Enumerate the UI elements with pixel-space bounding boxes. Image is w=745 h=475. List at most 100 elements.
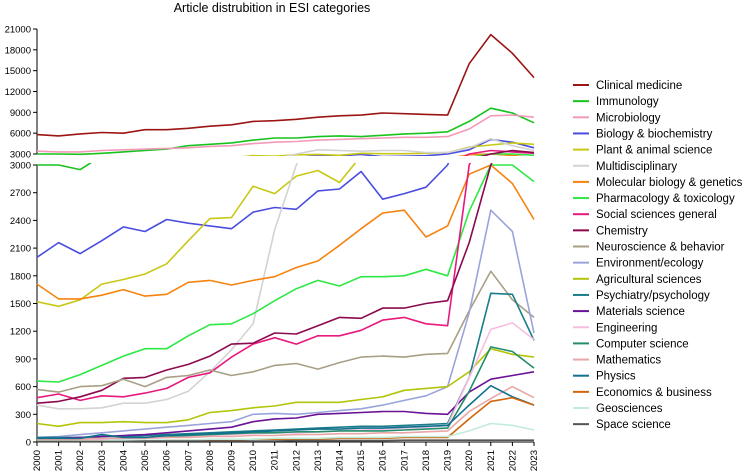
- x-tick-label: 2018: [421, 450, 432, 471]
- series-line-immunology-upper: [37, 107, 535, 156]
- series-line-environment-ecology-lower: [36, 209, 535, 439]
- x-tick-label: 2010: [248, 450, 259, 471]
- y-tick-label: 1200: [10, 327, 31, 338]
- y-tick-label: 3000: [10, 161, 31, 172]
- series-line-computer-science-upper: [37, 168, 534, 175]
- x-tick-label: 2021: [486, 450, 497, 471]
- series-line-agricultural-sciences-lower: [36, 347, 535, 428]
- legend-label-environment-ecology: Environment/ecology: [596, 258, 704, 270]
- x-tick-label: 2022: [507, 450, 518, 471]
- series-line-mathematics-upper: [37, 171, 534, 175]
- x-tick-label: 2007: [183, 450, 194, 471]
- series-line-environment-ecology-upper: [37, 157, 534, 174]
- series-line-psychiatry-psychology-upper: [37, 164, 534, 175]
- y-tick-label: 300: [15, 410, 31, 421]
- series-line-physics-lower: [37, 384, 535, 440]
- series-line-economics-business-upper: [37, 172, 534, 175]
- series-line-multidisciplinary-upper: [283, 137, 535, 156]
- series-line-agricultural-sciences-upper: [37, 168, 534, 174]
- series-line-social-sciences-general-lower: [36, 163, 472, 402]
- series-line-neuroscience-behavior-upper: [37, 162, 534, 171]
- x-tick-label: 2011: [270, 450, 281, 470]
- y-tick-label: 2400: [10, 216, 31, 227]
- y-tick-label: 3000: [10, 150, 31, 161]
- legend: Clinical medicine Immunology Microbiology B…: [573, 80, 743, 431]
- y-tick-label: 0: [26, 438, 31, 449]
- series-line-neuroscience-behavior-lower: [36, 270, 535, 393]
- series-line-mathematics-lower: [37, 385, 535, 441]
- x-tick-label: 2017: [399, 450, 410, 471]
- series-line-geosciences-lower: [37, 422, 535, 442]
- series-line-geosciences-upper: [37, 173, 534, 174]
- series-line-materials-science-upper: [37, 170, 534, 175]
- chart-title: Article distrubition in ESI categories: [174, 1, 371, 15]
- y-tick-label: 6000: [10, 129, 31, 140]
- series-lines: [36, 33, 535, 443]
- y-tick-label: 18000: [5, 45, 31, 56]
- x-tick-label: 2014: [335, 450, 346, 471]
- x-tick-label: 2012: [291, 450, 302, 471]
- series-line-pharmacology-toxicology-lower: [36, 164, 535, 383]
- legend-label-mathematics: Mathematics: [596, 355, 661, 367]
- y-tick-label: 600: [15, 382, 31, 393]
- x-tick-label: 2003: [97, 450, 108, 471]
- y-tick-label: 15000: [5, 66, 31, 77]
- axes: 0 300 600 900 1200 1500 1800 2100 2400 2700 300030…: [5, 25, 540, 472]
- legend-label-chemistry: Chemistry: [596, 225, 648, 237]
- legend-label-social-sciences-general: Social sciences general: [596, 209, 717, 221]
- x-tick-label: 2008: [205, 450, 216, 471]
- y-tick-label: 21000: [5, 25, 31, 36]
- y-tick-label: 1500: [10, 299, 31, 310]
- series-line-chemistry-upper: [480, 149, 535, 156]
- x-tick-label: 2016: [378, 450, 389, 471]
- series-line-molecular-biology-genetics-lower: [36, 164, 535, 300]
- legend-label-pharmacology-toxicology: Pharmacology & toxicology: [596, 193, 735, 205]
- series-line-social-sciences-general-upper: [463, 149, 535, 156]
- x-tick-label: 2020: [464, 450, 475, 471]
- series-line-plant-animal-science-upper: [242, 142, 535, 156]
- y-tick-label: 9000: [10, 108, 31, 119]
- legend-label-physics: Physics: [596, 371, 636, 383]
- series-line-plant-animal-science-lower: [36, 163, 357, 308]
- legend-label-space-science: Space science: [596, 419, 671, 431]
- legend-label-economics-business: Economics & business: [596, 387, 712, 399]
- legend-label-agricultural-sciences: Agricultural sciences: [596, 274, 702, 286]
- legend-label-immunology: Immunology: [596, 96, 659, 108]
- series-line-microbiology-upper: [36, 114, 535, 153]
- series-line-multidisciplinary-lower: [36, 163, 298, 410]
- x-tick-label: 2019: [443, 450, 454, 471]
- legend-label-computer-science: Computer science: [596, 338, 689, 350]
- x-tick-label: 2004: [118, 450, 129, 471]
- legend-label-neuroscience-behavior: Neuroscience & behavior: [596, 242, 725, 254]
- x-tick-label: 2015: [356, 450, 367, 471]
- legend-label-engineering: Engineering: [596, 322, 657, 334]
- legend-label-materials-science: Materials science: [596, 306, 685, 318]
- legend-label-biology-biochemistry: Biology & biochemistry: [596, 128, 713, 140]
- legend-label-clinical-medicine: Clinical medicine: [596, 80, 682, 92]
- x-tick-label: 2001: [54, 450, 65, 471]
- legend-label-microbiology: Microbiology: [596, 112, 661, 124]
- legend-label-geosciences: Geosciences: [596, 403, 663, 415]
- series-line-immunology-lower: [37, 163, 93, 171]
- series-line-psychiatry-psychology-lower: [37, 292, 535, 439]
- legend-label-psychiatry-psychology: Psychiatry/psychology: [596, 290, 710, 302]
- y-tick-label: 2700: [10, 188, 31, 199]
- series-line-clinical-medicine-upper: [36, 33, 535, 137]
- series-line-biology-biochemistry-upper: [303, 138, 535, 156]
- series-line-materials-science-lower: [37, 371, 535, 440]
- series-line-biology-biochemistry-lower: [36, 163, 450, 258]
- series-line-space-science-lower: [37, 439, 534, 443]
- x-tick-label: 2005: [140, 450, 151, 471]
- y-tick-label: 900: [15, 354, 31, 365]
- x-tick-label: 2000: [32, 450, 43, 471]
- legend-label-multidisciplinary: Multidisciplinary: [596, 161, 677, 173]
- series-line-pharmacology-toxicology-upper: [473, 153, 535, 156]
- series-line-engineering-upper: [37, 166, 534, 175]
- x-tick-label: 2013: [313, 450, 324, 471]
- y-tick-label: 12000: [5, 87, 31, 98]
- x-tick-label: 2009: [226, 450, 237, 471]
- x-tick-label: 2002: [75, 450, 86, 471]
- x-tick-label: 2023: [529, 450, 540, 471]
- series-line-physics-upper: [37, 171, 534, 175]
